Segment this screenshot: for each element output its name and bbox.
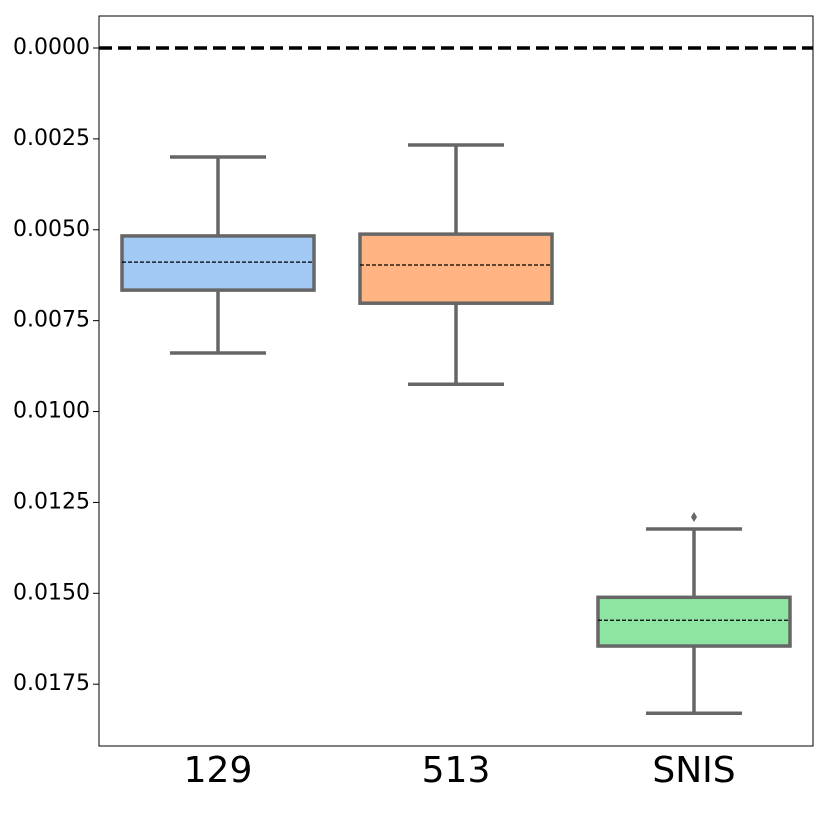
y-tick-label: 0.0175	[13, 671, 90, 696]
flier	[691, 511, 697, 522]
x-tick-label: SNIS	[652, 750, 735, 791]
y-tick-label: 0.0100	[13, 399, 90, 424]
y-tick-label: 0.0075	[13, 308, 90, 333]
y-tick-label: 0.0000	[13, 35, 90, 60]
box	[358, 232, 554, 305]
x-tick-label: 129	[184, 750, 253, 791]
y-tick-label: 0.0050	[13, 217, 90, 242]
box	[120, 234, 316, 292]
y-tick-label: 0.0150	[13, 580, 90, 605]
box	[596, 595, 792, 648]
y-tick-label: 0.0125	[13, 489, 90, 514]
plot-frame	[98, 15, 814, 747]
x-tick-label: 513	[422, 750, 491, 791]
y-tick-label: 0.0025	[13, 126, 90, 151]
